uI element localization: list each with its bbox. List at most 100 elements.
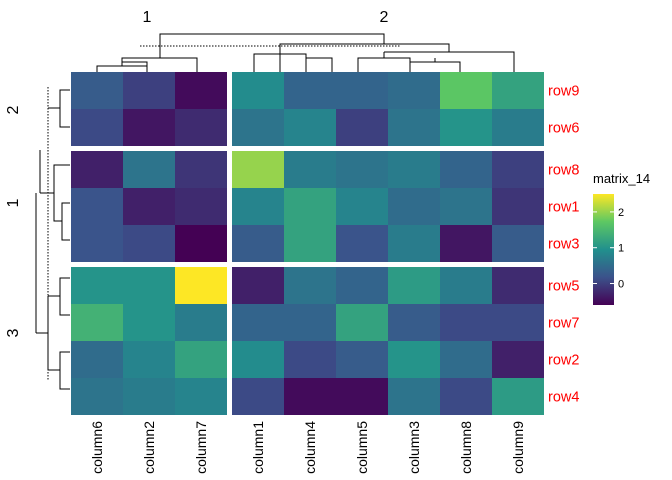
- heatmap-cell-row3-column7: [175, 225, 227, 262]
- heatmap-cell-row3-column6: [71, 225, 123, 262]
- heatmap-cell-row5-column9: [492, 267, 544, 304]
- heatmap-cell-row1-column8: [440, 188, 492, 225]
- legend-tick-label-2: 2: [618, 207, 624, 219]
- heatmap-cell-row6-column1: [232, 109, 284, 146]
- row-labels: row9 row6 row8 row1 row3 row5 row7 row2 row4: [548, 84, 579, 406]
- heatmap-cell-row6-column6: [71, 109, 123, 146]
- heatmap-cell-row5-column3: [388, 267, 440, 304]
- heatmap-cell-row1-column3: [388, 188, 440, 225]
- heatmap-cell-row5-column7: [175, 267, 227, 304]
- row-dendrogram-group-2: [48, 89, 70, 128]
- heatmap-cell-row7-column9: [492, 304, 544, 341]
- column-label-column8: column8: [458, 421, 474, 474]
- heatmap-cell-row1-column7: [175, 188, 227, 225]
- heatmap-cell-row3-column8: [440, 225, 492, 262]
- row-label-row2: row2: [548, 353, 579, 369]
- heatmap-cell-row6-column3: [388, 109, 440, 146]
- heatmap-cell-row1-column2: [123, 188, 175, 225]
- legend-color-bar: [593, 194, 614, 305]
- row-split-label-2: 2: [5, 105, 22, 114]
- heatmap-cell-row6-column5: [336, 109, 388, 146]
- heatmap-cell-row2-column1: [232, 341, 284, 378]
- row-label-row6: row6: [548, 121, 579, 137]
- column-dendrogram: [96, 33, 515, 72]
- row-label-row7: row7: [548, 316, 579, 332]
- row-label-row4: row4: [548, 390, 579, 406]
- heatmap-cell-row4-column6: [71, 378, 123, 415]
- heatmap-cell-row4-column1: [232, 378, 284, 415]
- heatmap-cell-row1-column5: [336, 188, 388, 225]
- column-label-column5: column5: [354, 421, 370, 474]
- heatmap-cell-row5-column5: [336, 267, 388, 304]
- column-label-column6: column6: [89, 421, 105, 474]
- row-label-row8: row8: [548, 163, 579, 179]
- heatmap-cell-row7-column1: [232, 304, 284, 341]
- heatmap-cell-row9-column3: [388, 72, 440, 109]
- heatmap-cell-row8-column4: [284, 151, 336, 188]
- heatmap-cell-row5-column2: [123, 267, 175, 304]
- heatmap-cell-row9-column4: [284, 72, 336, 109]
- heatmap-cell-row4-column4: [284, 378, 336, 415]
- column-label-column9: column9: [510, 421, 526, 474]
- heatmap-cell-row3-column3: [388, 225, 440, 262]
- heatmap-cell-row3-column9: [492, 225, 544, 262]
- row-split-label-3: 3: [5, 328, 22, 337]
- row-label-row9: row9: [548, 84, 579, 100]
- heatmap-cell-row5-column4: [284, 267, 336, 304]
- heatmap-cell-row7-column5: [336, 304, 388, 341]
- heatmap-cell-row6-column2: [123, 109, 175, 146]
- column-label-column2: column2: [141, 421, 157, 474]
- heatmap-cell-row8-column6: [71, 151, 123, 188]
- legend-tick-label-1: 1: [618, 243, 624, 255]
- column-labels: column6 column2 column7 column1 column4 colum…: [89, 421, 526, 474]
- column-dendrogram-split2-right: [357, 51, 515, 72]
- row-label-row3: row3: [548, 237, 579, 253]
- heatmap-cell-row7-column4: [284, 304, 336, 341]
- color-legend: matrix_14 0 1 2: [593, 171, 650, 305]
- heatmap-cell-row4-column8: [440, 378, 492, 415]
- row-label-row5: row5: [548, 279, 579, 295]
- legend-title: matrix_14: [593, 171, 650, 186]
- heatmap-cell-row7-column7: [175, 304, 227, 341]
- column-label-column4: column4: [302, 421, 318, 474]
- heatmap-cell-row8-column5: [336, 151, 388, 188]
- heatmap-cells: [71, 72, 544, 415]
- column-dendrogram-split2-join: [279, 43, 450, 54]
- heatmap-cell-row9-column7: [175, 72, 227, 109]
- column-dendrogram-split2-left: [253, 53, 333, 72]
- column-split-label-2: 2: [380, 9, 389, 26]
- heatmap-cell-row3-column4: [284, 225, 336, 262]
- heatmap-cell-row8-column3: [388, 151, 440, 188]
- row-split-label-1: 1: [5, 198, 22, 207]
- heatmap-cell-row4-column3: [388, 378, 440, 415]
- heatmap-cell-row9-column9: [492, 72, 544, 109]
- column-dendrogram-split1-cluster: [96, 61, 148, 72]
- heatmap-cell-row8-column9: [492, 151, 544, 188]
- heatmap-cell-row1-column6: [71, 188, 123, 225]
- heatmap-cell-row6-column9: [492, 109, 544, 146]
- row-dendrogram-joins: [35, 150, 41, 333]
- heatmap-cell-row2-column9: [492, 341, 544, 378]
- column-split-label-1: 1: [143, 9, 152, 26]
- heatmap-cell-row9-column1: [232, 72, 284, 109]
- heatmap-cell-row4-column2: [123, 378, 175, 415]
- heatmap-cell-row2-column3: [388, 341, 440, 378]
- column-dendrogram-top: [159, 33, 385, 46]
- heatmap-cell-row5-column1: [232, 267, 284, 304]
- heatmap-cell-row9-column6: [71, 72, 123, 109]
- heatmap-cell-row8-column1: [232, 151, 284, 188]
- heatmap-cell-row3-column2: [123, 225, 175, 262]
- heatmap-cell-row5-column6: [71, 267, 123, 304]
- column-label-column1: column1: [250, 421, 266, 474]
- heatmap-cell-row1-column9: [492, 188, 544, 225]
- legend-ticks: 0 1 2: [593, 207, 624, 291]
- row-label-row1: row1: [548, 200, 579, 216]
- heatmap-cell-row2-column2: [123, 341, 175, 378]
- heatmap-cell-row1-column1: [232, 188, 284, 225]
- row-dendrogram-group-3: [36, 277, 70, 390]
- column-label-column3: column3: [406, 421, 422, 474]
- heatmap-cell-row2-column8: [440, 341, 492, 378]
- heatmap-cell-row7-column8: [440, 304, 492, 341]
- heatmap-cell-row9-column2: [123, 72, 175, 109]
